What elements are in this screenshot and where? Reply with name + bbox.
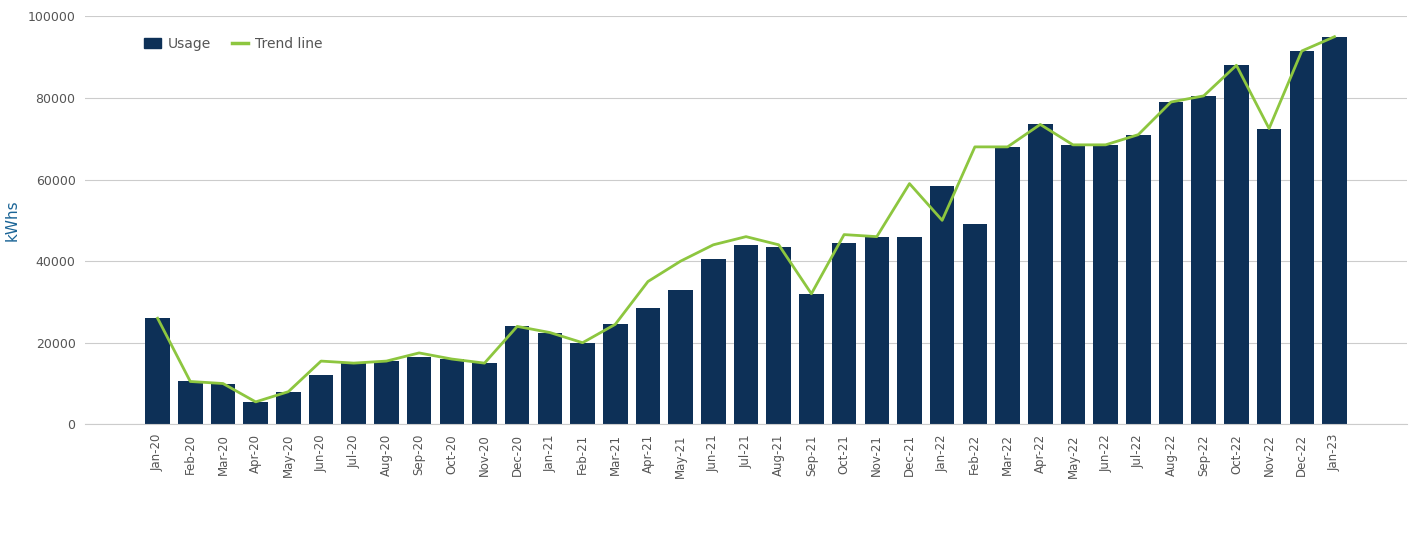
Bar xyxy=(864,237,890,424)
Bar xyxy=(1125,134,1151,424)
Bar xyxy=(635,308,661,424)
Y-axis label: kWhs: kWhs xyxy=(4,200,20,241)
Bar xyxy=(145,318,171,424)
Bar xyxy=(1223,65,1249,424)
Bar xyxy=(929,186,955,424)
Bar xyxy=(341,363,367,424)
Bar xyxy=(962,224,988,424)
Bar xyxy=(276,392,301,424)
Bar xyxy=(406,357,432,424)
Bar xyxy=(308,375,334,424)
Bar xyxy=(1191,96,1216,424)
Bar xyxy=(668,289,693,424)
Bar xyxy=(603,324,628,424)
Bar xyxy=(1158,102,1184,424)
Bar xyxy=(799,294,824,424)
Bar xyxy=(766,247,791,424)
Bar xyxy=(178,381,203,424)
Bar xyxy=(995,147,1020,424)
Bar xyxy=(472,363,497,424)
Bar xyxy=(1289,51,1314,424)
Bar xyxy=(504,326,530,424)
Bar xyxy=(733,245,759,424)
Bar xyxy=(1322,37,1347,424)
Bar xyxy=(537,332,563,424)
Bar xyxy=(897,237,922,424)
Legend: Usage, Trend line: Usage, Trend line xyxy=(138,32,328,57)
Bar xyxy=(1060,145,1086,424)
Bar xyxy=(374,361,399,424)
Bar xyxy=(1027,125,1053,424)
Bar xyxy=(701,259,726,424)
Bar xyxy=(243,402,269,424)
Bar xyxy=(210,384,236,424)
Bar xyxy=(1093,145,1118,424)
Bar xyxy=(1256,128,1282,424)
Bar xyxy=(439,359,465,424)
Bar xyxy=(831,243,857,424)
Bar xyxy=(570,343,595,424)
